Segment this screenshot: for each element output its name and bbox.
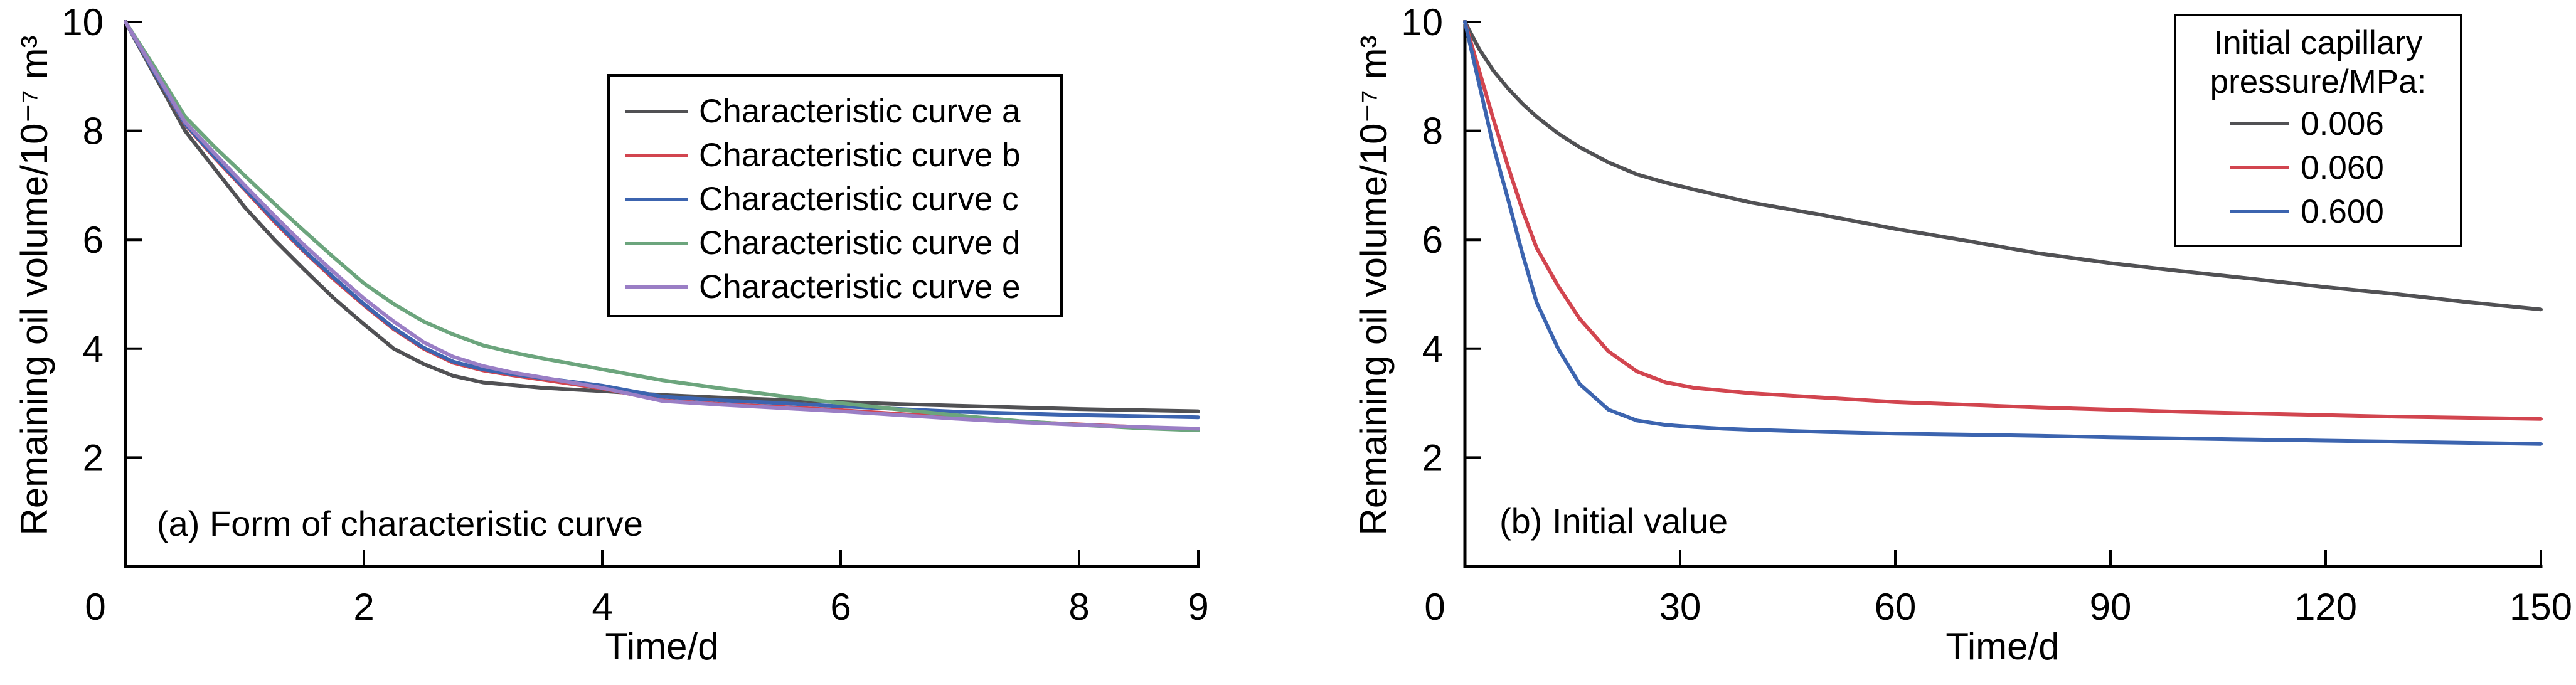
legend-item-label: Characteristic curve c: [699, 180, 1019, 218]
legend-title-line-2: pressure/MPa:: [2210, 63, 2427, 100]
x-tick-label: 120: [2294, 586, 2357, 628]
y-tick-label: 2: [1422, 437, 1443, 479]
series-color-line: [625, 285, 688, 289]
series-curve-Characteristic curve e: [124, 20, 1200, 431]
y-tick-label: 4: [1422, 328, 1443, 370]
y-tick-label: 2: [83, 437, 104, 479]
series-curve-0.006: [1463, 20, 2543, 312]
chart-a-legend: Characteristic curve a Characteristic cu…: [607, 74, 1063, 317]
series-curve-0.060: [1463, 20, 2543, 421]
x-tick-label: 90: [2090, 586, 2132, 628]
series-curve-Characteristic curve d: [124, 20, 1200, 432]
series-color-line: [2230, 122, 2290, 125]
legend-item: Characteristic curve a: [625, 89, 1060, 133]
y-tick-label: 10: [61, 1, 104, 43]
y-tick-label: 6: [1422, 219, 1443, 261]
legend-item-label: 0.060: [2301, 149, 2384, 186]
y-tick-label: 6: [83, 219, 104, 261]
series-color-line: [625, 109, 688, 113]
series-curve-Characteristic curve a: [124, 20, 1200, 413]
x-tick-label: 30: [1659, 586, 1701, 628]
legend-item-label: 0.006: [2301, 105, 2384, 142]
x-tick-label: 60: [1875, 586, 1917, 628]
legend-item: 0.060: [2176, 146, 2460, 189]
chart-b-caption: (b) Initial value: [1499, 501, 1728, 541]
y-tick-label: 10: [1401, 1, 1443, 43]
chart-a-caption: (a) Form of characteristic curve: [157, 504, 643, 543]
x-tick-label: 8: [1068, 586, 1089, 628]
x-tick-label: 6: [830, 586, 851, 628]
legend-item-label: 0.600: [2301, 193, 2384, 230]
series-color-line: [625, 197, 688, 201]
legend-item: Characteristic curve e: [625, 265, 1060, 309]
x-tick-label: 2: [353, 586, 374, 628]
legend-item: 0.600: [2176, 189, 2460, 233]
legend-title-line-1: Initial capillary: [2213, 24, 2423, 61]
series-curve-Characteristic curve c: [124, 20, 1200, 420]
legend-item: Characteristic curve c: [625, 177, 1060, 221]
chart-a-plot: 0 2 4 6 8 9 10 8 6 4 2: [61, 1, 1208, 628]
x-tick-label: 4: [592, 586, 612, 628]
legend-item-label: Characteristic curve e: [699, 268, 1021, 305]
legend-item: Characteristic curve d: [625, 221, 1060, 265]
x-tick-label: 9: [1188, 586, 1208, 628]
legend-item: 0.006: [2176, 102, 2460, 146]
chart-b-x-axis-title: Time/d: [1945, 625, 2060, 667]
chart-b-legend: Initial capillary pressure/MPa: 0.006 0.…: [2174, 14, 2462, 247]
legend-item-label: Characteristic curve a: [699, 92, 1021, 130]
series-curve-0.600: [1463, 20, 2543, 446]
series-color-line: [625, 241, 688, 245]
series-color-line: [2230, 210, 2290, 213]
x-tick-label: 0: [85, 586, 105, 628]
legend-item-label: Characteristic curve d: [699, 224, 1021, 262]
y-tick-label: 8: [1422, 110, 1443, 152]
legend-item-label: Characteristic curve b: [699, 136, 1021, 174]
y-tick-label: 8: [83, 110, 104, 152]
chart-a-x-axis-title: Time/d: [605, 625, 719, 667]
series-color-line: [2230, 166, 2290, 169]
chart-b-y-axis-title: Remaining oil volume/10⁻⁷ m³: [1353, 35, 1395, 536]
x-tick-label: 0: [1424, 586, 1445, 628]
chart-b-plot: 0 30 60 90 120 150 10 8 6 4 2: [1401, 1, 2572, 628]
y-tick-label: 4: [83, 328, 104, 370]
legend-item: Characteristic curve b: [625, 133, 1060, 177]
chart-a-y-axis-title: Remaining oil volume/10⁻⁷ m³: [13, 35, 55, 536]
series-color-line: [625, 153, 688, 157]
x-tick-label: 150: [2509, 586, 2572, 628]
